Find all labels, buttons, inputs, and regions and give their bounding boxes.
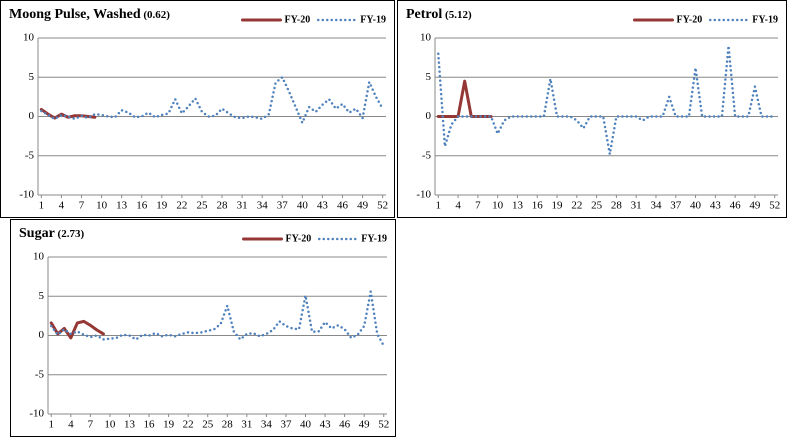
y-tick-label: 10 xyxy=(23,32,35,44)
y-tick-label: -10 xyxy=(19,189,34,201)
x-tick-label: 28 xyxy=(611,200,623,212)
series-line xyxy=(436,79,493,118)
series-line xyxy=(50,290,385,347)
legend-label: FY-19 xyxy=(360,14,386,25)
x-tick-label: 1 xyxy=(436,200,442,212)
x-tick-label: 19 xyxy=(163,419,175,431)
x-tick-label: 13 xyxy=(512,200,524,212)
x-tick-label: 1 xyxy=(39,200,45,212)
x-tick-label: 46 xyxy=(337,200,349,212)
legend-label: FY-20 xyxy=(677,14,703,25)
x-tick-label: 22 xyxy=(183,419,194,431)
y-tick-label: 5 xyxy=(426,71,432,83)
chart-panel: Moong Pulse, Washed (0.62) -10 -5 0 5 10 1 4 7 10… xyxy=(0,0,395,218)
x-tick-label: 49 xyxy=(357,200,369,212)
x-tick-label: 16 xyxy=(532,200,544,212)
x-tick-label: 4 xyxy=(68,419,74,431)
x-tick-label: 4 xyxy=(59,200,65,212)
x-tick-label: 13 xyxy=(124,419,136,431)
x-tick-label: 10 xyxy=(492,200,504,212)
x-tick-label: 13 xyxy=(116,200,128,212)
x-tick-label: 46 xyxy=(339,419,351,431)
x-tick-label: 34 xyxy=(261,419,273,431)
x-tick-label: 19 xyxy=(552,200,564,212)
legend-label: FY-20 xyxy=(286,233,312,244)
title-text: Moong Pulse, Washed xyxy=(9,7,141,22)
x-tick-label: 37 xyxy=(670,200,682,212)
subtitle-text: (0.62) xyxy=(143,9,170,21)
x-tick-label: 28 xyxy=(217,200,229,212)
x-tick-label: 19 xyxy=(156,200,168,212)
legend-label: FY-20 xyxy=(285,14,311,25)
y-tick-label: -10 xyxy=(416,189,431,201)
x-tick-label: 34 xyxy=(650,200,662,212)
y-tick-label: 10 xyxy=(420,32,432,44)
x-tick-label: 10 xyxy=(96,200,108,212)
y-tick-label: 5 xyxy=(29,71,35,83)
title-text: Petrol xyxy=(406,7,442,22)
x-tick-label: 31 xyxy=(237,200,248,212)
x-tick-label: 49 xyxy=(359,419,371,431)
x-tick-label: 37 xyxy=(280,419,292,431)
legend-label: FY-19 xyxy=(361,233,387,244)
x-tick-label: 43 xyxy=(710,200,722,212)
y-tick-label: 10 xyxy=(33,251,45,263)
x-tick-label: 16 xyxy=(136,200,148,212)
x-tick-label: 31 xyxy=(241,419,252,431)
subtitle-text: (5.12) xyxy=(445,9,472,21)
x-tick-label: 22 xyxy=(571,200,582,212)
x-tick-label: 25 xyxy=(202,419,214,431)
subtitle-text: (2.73) xyxy=(58,228,85,240)
y-tick-label: -5 xyxy=(422,149,432,161)
chart-title: Sugar (2.73) xyxy=(19,226,84,241)
x-tick-label: 22 xyxy=(176,200,187,212)
y-tick-label: 5 xyxy=(39,290,45,302)
x-tick-label: 16 xyxy=(144,419,156,431)
x-tick-label: 37 xyxy=(277,200,289,212)
x-tick-label: 1 xyxy=(49,419,55,431)
x-tick-label: 52 xyxy=(377,200,388,212)
x-tick-label: 4 xyxy=(455,200,461,212)
x-tick-label: 40 xyxy=(297,200,309,212)
y-tick-label: 0 xyxy=(29,110,35,122)
x-tick-label: 25 xyxy=(591,200,603,212)
legend-label: FY-19 xyxy=(752,14,778,25)
title-text: Sugar xyxy=(19,226,55,241)
x-tick-label: 43 xyxy=(317,200,329,212)
y-tick-label: -10 xyxy=(29,408,44,420)
x-tick-label: 25 xyxy=(196,200,208,212)
y-tick-label: 0 xyxy=(39,329,45,341)
y-tick-label: 0 xyxy=(426,110,432,122)
chart: Petrol (5.12) -10 -5 0 5 10 1 4 7 10 13 16 19 22 25 28 3… xyxy=(406,7,780,212)
x-tick-label: 52 xyxy=(378,419,389,431)
y-tick-label: -5 xyxy=(35,368,45,380)
x-tick-label: 31 xyxy=(631,200,642,212)
series-line xyxy=(437,44,776,156)
x-tick-label: 40 xyxy=(300,419,312,431)
series-line xyxy=(40,76,384,125)
x-tick-label: 7 xyxy=(475,200,481,212)
chart: Sugar (2.73) -10 -5 0 5 10 1 4 7 10 13 16 19 22 25 28 31… xyxy=(19,226,389,431)
x-tick-label: 40 xyxy=(690,200,702,212)
chart-panel: Sugar (2.73) -10 -5 0 5 10 1 4 7 10 13 16 19 22 25 28 31… xyxy=(10,219,396,437)
chart-panel: Petrol (5.12) -10 -5 0 5 10 1 4 7 10 13 16 19 22 25 28 3… xyxy=(397,0,787,218)
x-tick-label: 10 xyxy=(104,419,116,431)
x-tick-label: 49 xyxy=(749,200,761,212)
x-tick-label: 52 xyxy=(769,200,780,212)
chart-title: Moong Pulse, Washed (0.62) xyxy=(9,7,170,22)
x-tick-label: 43 xyxy=(320,419,332,431)
chart-title: Petrol (5.12) xyxy=(406,7,472,22)
x-tick-label: 46 xyxy=(730,200,742,212)
chart: Moong Pulse, Washed (0.62) -10 -5 0 5 10 1 4 7 10… xyxy=(9,7,388,212)
x-tick-label: 28 xyxy=(222,419,234,431)
x-tick-label: 7 xyxy=(79,200,85,212)
x-tick-label: 7 xyxy=(88,419,94,431)
x-tick-label: 34 xyxy=(257,200,269,212)
y-tick-label: -5 xyxy=(25,149,35,161)
